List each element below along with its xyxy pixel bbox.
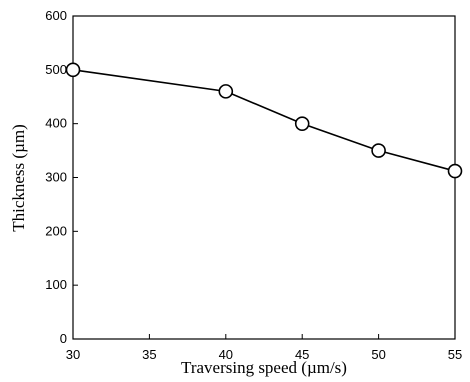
data-point-marker <box>218 84 234 99</box>
x-axis: 30 35 40 45 50 55 <box>66 334 462 362</box>
y-tick-label: 600 <box>45 8 67 23</box>
data-point-marker <box>65 62 81 78</box>
x-tick-label: 40 <box>219 347 233 362</box>
data-point-marker <box>294 116 310 131</box>
x-axis-title: Traversing speed (µm/s) <box>181 358 347 377</box>
y-tick-label: 400 <box>45 116 67 131</box>
y-axis-title: Thickness (µm) <box>9 124 28 232</box>
plot-area-frame <box>72 15 456 340</box>
x-tick-label: 35 <box>142 347 156 362</box>
x-tick-label: 50 <box>371 347 385 362</box>
series-line <box>72 69 456 172</box>
y-tick-label: 300 <box>45 170 67 185</box>
x-tick-label: 30 <box>66 347 80 362</box>
series-group <box>65 62 463 179</box>
y-tick-label: 100 <box>45 277 67 292</box>
y-tick-label: 500 <box>45 62 67 77</box>
data-point-marker <box>447 163 463 179</box>
x-tick-label: 45 <box>295 347 309 362</box>
y-tick-label: 0 <box>60 331 67 346</box>
x-tick-label: 55 <box>448 347 462 362</box>
data-point-marker <box>371 143 386 158</box>
y-tick-label: 200 <box>45 223 67 238</box>
